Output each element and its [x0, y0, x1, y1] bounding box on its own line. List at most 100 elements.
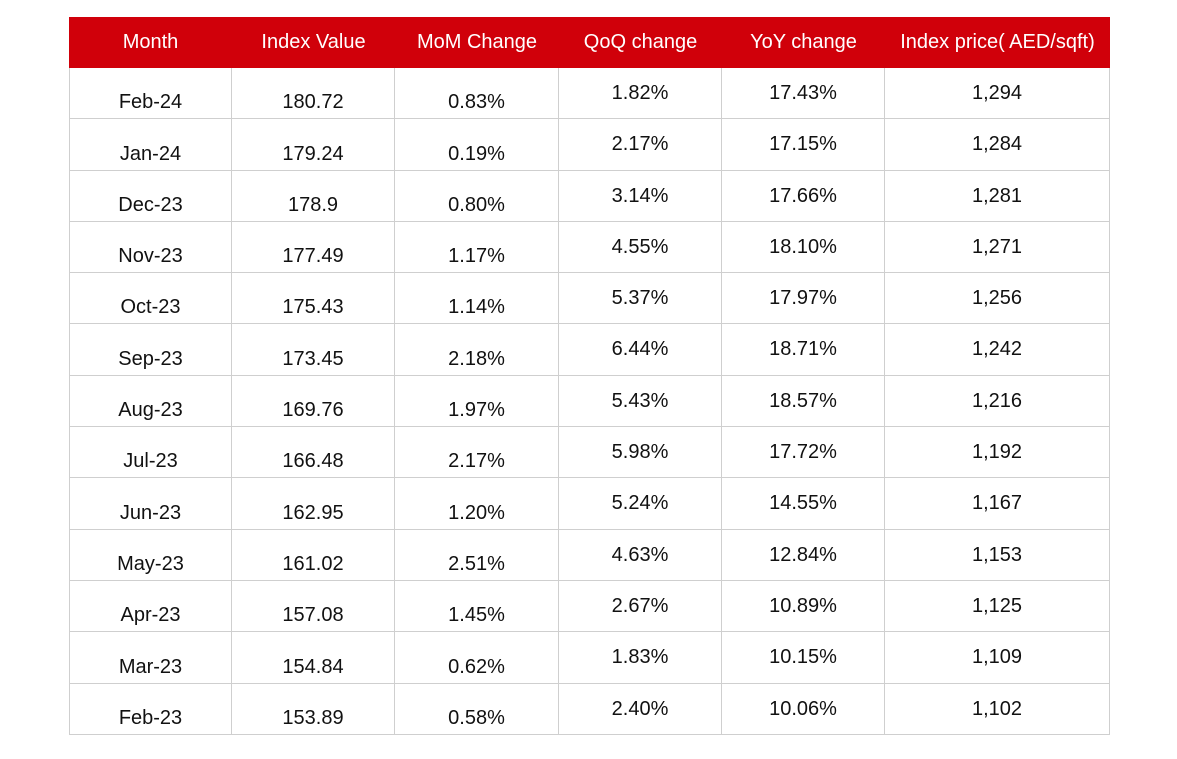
table-cell: 17.15% [722, 119, 885, 171]
table-row: Apr-23 157.08 1.45% 2.67% 10.89% 1,125 [69, 580, 1110, 633]
table-cell: 1,256 [885, 273, 1110, 325]
index-table: Month Index Value MoM Change QoQ change YoY … [69, 17, 1110, 735]
table-cell: Dec-23 [69, 170, 232, 222]
table-cell: 178.9 [232, 170, 395, 222]
header-cell: MoM Change [416, 31, 538, 53]
header-cell: YoY change [750, 31, 857, 53]
table-cell: 175.43 [232, 273, 395, 325]
table-cell: 4.55% [559, 221, 722, 274]
table-cell: 0.58% [395, 683, 559, 735]
header-cell: Index Value [261, 31, 366, 53]
table-cell: 1,281 [885, 170, 1110, 222]
table-cell: 2.17% [559, 119, 722, 171]
table-cell: 5.24% [559, 478, 722, 530]
table-cell: Sep-23 [69, 324, 232, 376]
table-cell: 166.48 [232, 427, 395, 479]
table-cell: 179.24 [232, 119, 395, 171]
header-cell: Month [122, 31, 179, 53]
table-cell: 12.84% [722, 529, 885, 581]
table-row: Feb-23 153.89 0.58% 2.40% 10.06% 1,102 [69, 683, 1110, 735]
table-row: Aug-23 169.76 1.97% 5.43% 18.57% 1,216 [69, 375, 1110, 428]
table-cell: 1,125 [885, 580, 1110, 633]
table-cell: 157.08 [232, 580, 395, 633]
table-cell: 177.49 [232, 221, 395, 274]
header-cell: Index price( AED/sqft) [900, 31, 1095, 53]
table-cell: 1,167 [885, 478, 1110, 530]
table-row: Jul-23 166.48 2.17% 5.98% 17.72% 1,192 [69, 427, 1110, 479]
table-cell: 180.72 [232, 68, 395, 120]
table-cell: Jun-23 [69, 478, 232, 530]
table-cell: 169.76 [232, 375, 395, 428]
table-row: Jun-23 162.95 1.20% 5.24% 14.55% 1,167 [69, 478, 1110, 530]
table-cell: 162.95 [232, 478, 395, 530]
header-cell: QoQ change [583, 31, 698, 53]
table-row: Oct-23 175.43 1.14% 5.37% 17.97% 1,256 [69, 273, 1110, 325]
table-cell: 17.72% [722, 427, 885, 479]
table-cell: 0.83% [395, 68, 559, 120]
table-cell: Jul-23 [69, 427, 232, 479]
table-row: Dec-23 178.9 0.80% 3.14% 17.66% 1,281 [69, 170, 1110, 222]
table-cell: 18.71% [722, 324, 885, 376]
table-cell: Nov-23 [69, 221, 232, 274]
table-cell: 1,271 [885, 221, 1110, 274]
table-cell: 4.63% [559, 529, 722, 581]
table-cell: 1,102 [885, 683, 1110, 735]
table-cell: 10.89% [722, 580, 885, 633]
table-row: Nov-23 177.49 1.17% 4.55% 18.10% 1,271 [69, 221, 1110, 274]
table-cell: 1,294 [885, 68, 1110, 120]
table-cell: Feb-23 [69, 683, 232, 735]
table-cell: 0.19% [395, 119, 559, 171]
header-row: Month Index Value MoM Change QoQ change YoY … [69, 17, 1110, 68]
table-cell: Aug-23 [69, 375, 232, 428]
table-cell: 154.84 [232, 632, 395, 684]
table-cell: 5.43% [559, 375, 722, 428]
table-cell: 1.17% [395, 221, 559, 274]
table-cell: 14.55% [722, 478, 885, 530]
table-cell: 2.40% [559, 683, 722, 735]
table-cell: 1.82% [559, 68, 722, 120]
table-cell: 18.10% [722, 221, 885, 274]
table-cell: 0.80% [395, 170, 559, 222]
table-cell: 153.89 [232, 683, 395, 735]
table-cell: Oct-23 [69, 273, 232, 325]
table-cell: 3.14% [559, 170, 722, 222]
table-cell: 10.15% [722, 632, 885, 684]
table-cell: May-23 [69, 529, 232, 581]
table-cell: 161.02 [232, 529, 395, 581]
table-cell: Jan-24 [69, 119, 232, 171]
table-row: Feb-24 180.72 0.83% 1.82% 17.43% 1,294 [69, 68, 1110, 120]
table-cell: 5.37% [559, 273, 722, 325]
table-row: Mar-23 154.84 0.62% 1.83% 10.15% 1,109 [69, 632, 1110, 684]
table-row: Jan-24 179.24 0.19% 2.17% 17.15% 1,284 [69, 119, 1110, 171]
table-cell: 2.67% [559, 580, 722, 633]
table-cell: 1.20% [395, 478, 559, 530]
table-cell: 2.17% [395, 427, 559, 479]
table-cell: 1,192 [885, 427, 1110, 479]
table-row: May-23 161.02 2.51% 4.63% 12.84% 1,153 [69, 529, 1110, 581]
table-cell: 2.51% [395, 529, 559, 581]
table-row: Sep-23 173.45 2.18% 6.44% 18.71% 1,242 [69, 324, 1110, 376]
table-cell: Feb-24 [69, 68, 232, 120]
table-cell: 1.14% [395, 273, 559, 325]
table-cell: Mar-23 [69, 632, 232, 684]
table-cell: 1,216 [885, 375, 1110, 428]
table-cell: Apr-23 [69, 580, 232, 633]
table-cell: 18.57% [722, 375, 885, 428]
table-cell: 10.06% [722, 683, 885, 735]
table-cell: 17.43% [722, 68, 885, 120]
table-cell: 2.18% [395, 324, 559, 376]
table-cell: 1.45% [395, 580, 559, 633]
table-cell: 1,109 [885, 632, 1110, 684]
table-cell: 17.97% [722, 273, 885, 325]
table-cell: 0.62% [395, 632, 559, 684]
table-cell: 5.98% [559, 427, 722, 479]
table-cell: 1,242 [885, 324, 1110, 376]
table-cell: 1.97% [395, 375, 559, 428]
table-cell: 1.83% [559, 632, 722, 684]
table-cell: 1,284 [885, 119, 1110, 171]
table-cell: 173.45 [232, 324, 395, 376]
table-cell: 17.66% [722, 170, 885, 222]
table-cell: 6.44% [559, 324, 722, 376]
table-cell: 1,153 [885, 529, 1110, 581]
